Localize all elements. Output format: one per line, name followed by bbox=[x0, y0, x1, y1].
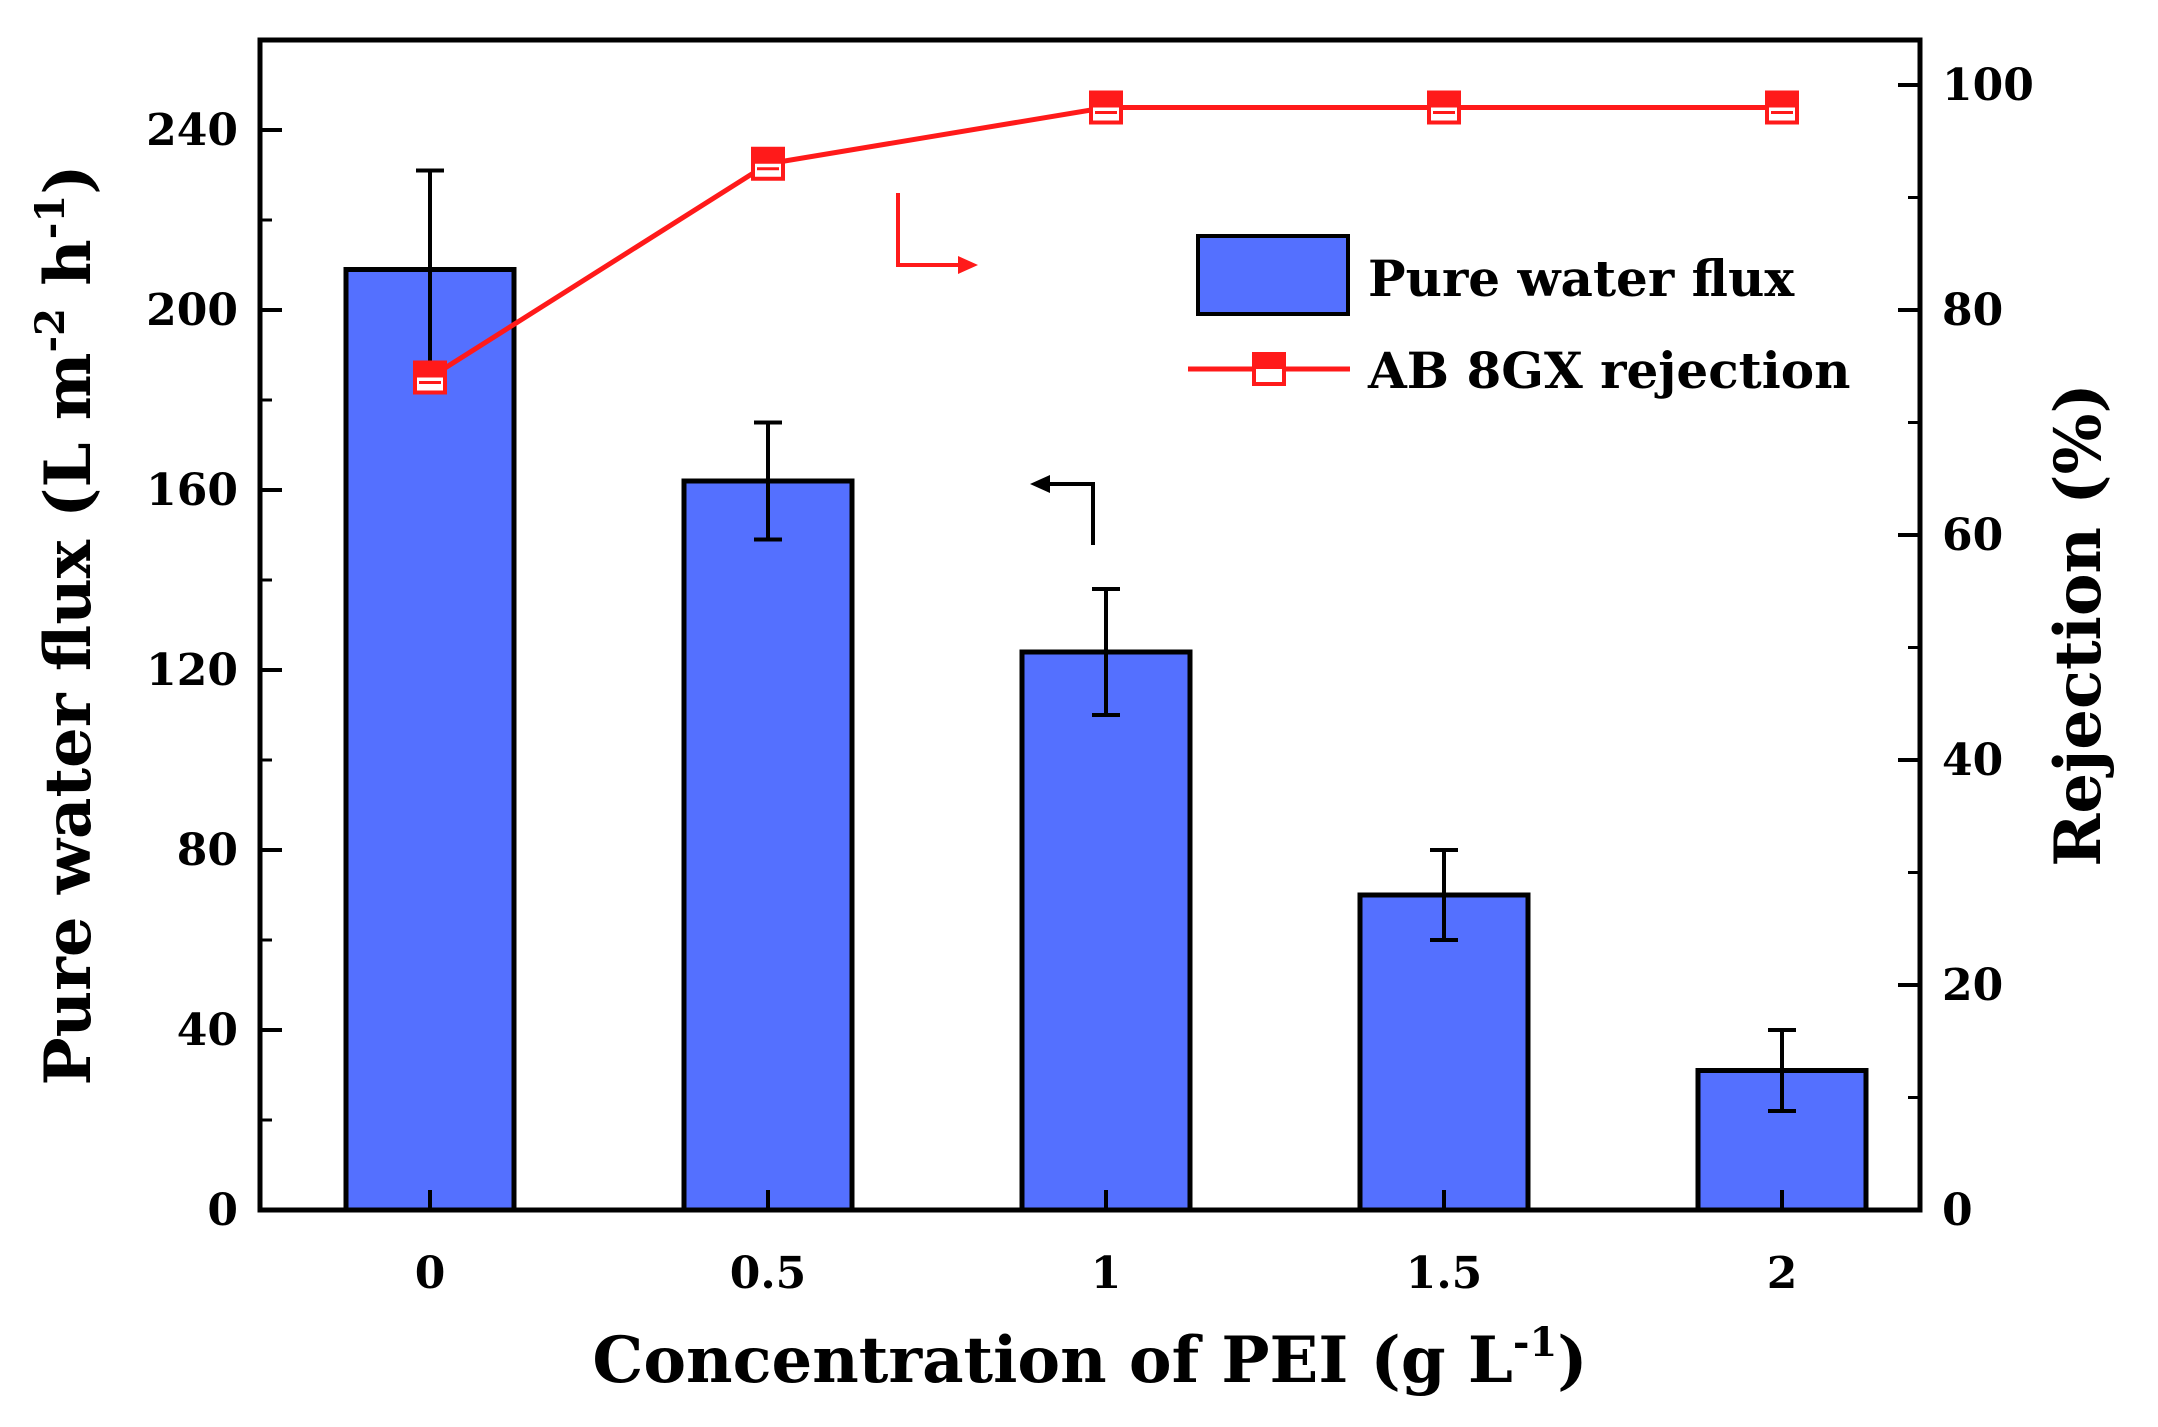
error-bar-1.5 bbox=[1430, 848, 1458, 942]
legend-line-label: AB 8GX rejection bbox=[1367, 341, 1850, 400]
error-bar-1 bbox=[1092, 587, 1120, 717]
rejection-line-layer bbox=[413, 90, 1799, 395]
legend-marker-icon bbox=[1252, 352, 1286, 386]
tick-labels-layer: 0 40 80 120 160 200 240 0 20 40 60 80 100 0 0.5 1 1.5 2 bbox=[146, 60, 2034, 1299]
y-right-tick-label-60: 60 bbox=[1942, 510, 2003, 561]
y-right-tick-label-20: 20 bbox=[1942, 960, 2003, 1011]
rejection-marker-0.5 bbox=[751, 146, 785, 181]
y-left-tick-label-240: 240 bbox=[146, 105, 238, 156]
y-right-tick-label-100: 100 bbox=[1942, 60, 2034, 111]
x-tick-label-1: 1 bbox=[1091, 1248, 1122, 1299]
bar-1.5 bbox=[1357, 892, 1531, 1213]
marker-fill bbox=[1091, 92, 1121, 108]
marker-fill bbox=[753, 148, 783, 164]
marker-fill bbox=[1767, 92, 1797, 108]
bar-0 bbox=[343, 267, 517, 1213]
marker-fill bbox=[1429, 92, 1459, 108]
x-axis-title: Concentration of PEI (g L-1) bbox=[592, 1319, 1587, 1398]
rejection-marker-2 bbox=[1765, 90, 1799, 125]
left-axis-arrow bbox=[1030, 475, 1095, 545]
error-bar-0.5 bbox=[754, 420, 782, 542]
ticks-layer bbox=[260, 83, 1920, 1212]
rejection-marker-1.5 bbox=[1427, 90, 1461, 125]
y-left-tick-label-40: 40 bbox=[177, 1005, 238, 1056]
y-axis-right-title: Rejection (%) bbox=[2041, 383, 2116, 867]
right-axis-arrow bbox=[896, 193, 978, 274]
x-tick-label-2: 2 bbox=[1767, 1248, 1798, 1299]
legend: Pure water flux AB 8GX rejection bbox=[1188, 234, 1850, 400]
y-left-tick-label-80: 80 bbox=[177, 825, 238, 876]
rejection-marker-0 bbox=[413, 360, 447, 395]
x-tick-label-0.5: 0.5 bbox=[730, 1248, 807, 1299]
y-left-tick-label-0: 0 bbox=[207, 1185, 238, 1236]
rejection-line bbox=[428, 105, 1782, 380]
error-bar-2 bbox=[1768, 1028, 1796, 1113]
legend-bar-label: Pure water flux bbox=[1368, 249, 1795, 308]
bars-layer bbox=[343, 267, 1869, 1213]
rejection-marker-1 bbox=[1089, 90, 1123, 125]
y-axis-left-title: Pure water flux (L m-2 h-1) bbox=[27, 165, 106, 1086]
x-tick-label-1.5: 1.5 bbox=[1406, 1248, 1483, 1299]
y-right-tick-label-40: 40 bbox=[1942, 735, 2003, 786]
y-left-tick-label-200: 200 bbox=[146, 285, 238, 336]
legend-bar-swatch bbox=[1196, 234, 1350, 316]
bar-0.5 bbox=[681, 478, 855, 1213]
y-right-tick-label-80: 80 bbox=[1942, 285, 2003, 336]
y-right-tick-label-0: 0 bbox=[1942, 1185, 1973, 1236]
y-left-tick-label-160: 160 bbox=[146, 465, 238, 516]
error-bars-layer bbox=[416, 168, 1796, 1113]
marker-fill bbox=[415, 362, 445, 378]
bar-1 bbox=[1019, 649, 1193, 1213]
y-left-tick-label-120: 120 bbox=[146, 645, 238, 696]
x-tick-label-0: 0 bbox=[415, 1248, 446, 1299]
